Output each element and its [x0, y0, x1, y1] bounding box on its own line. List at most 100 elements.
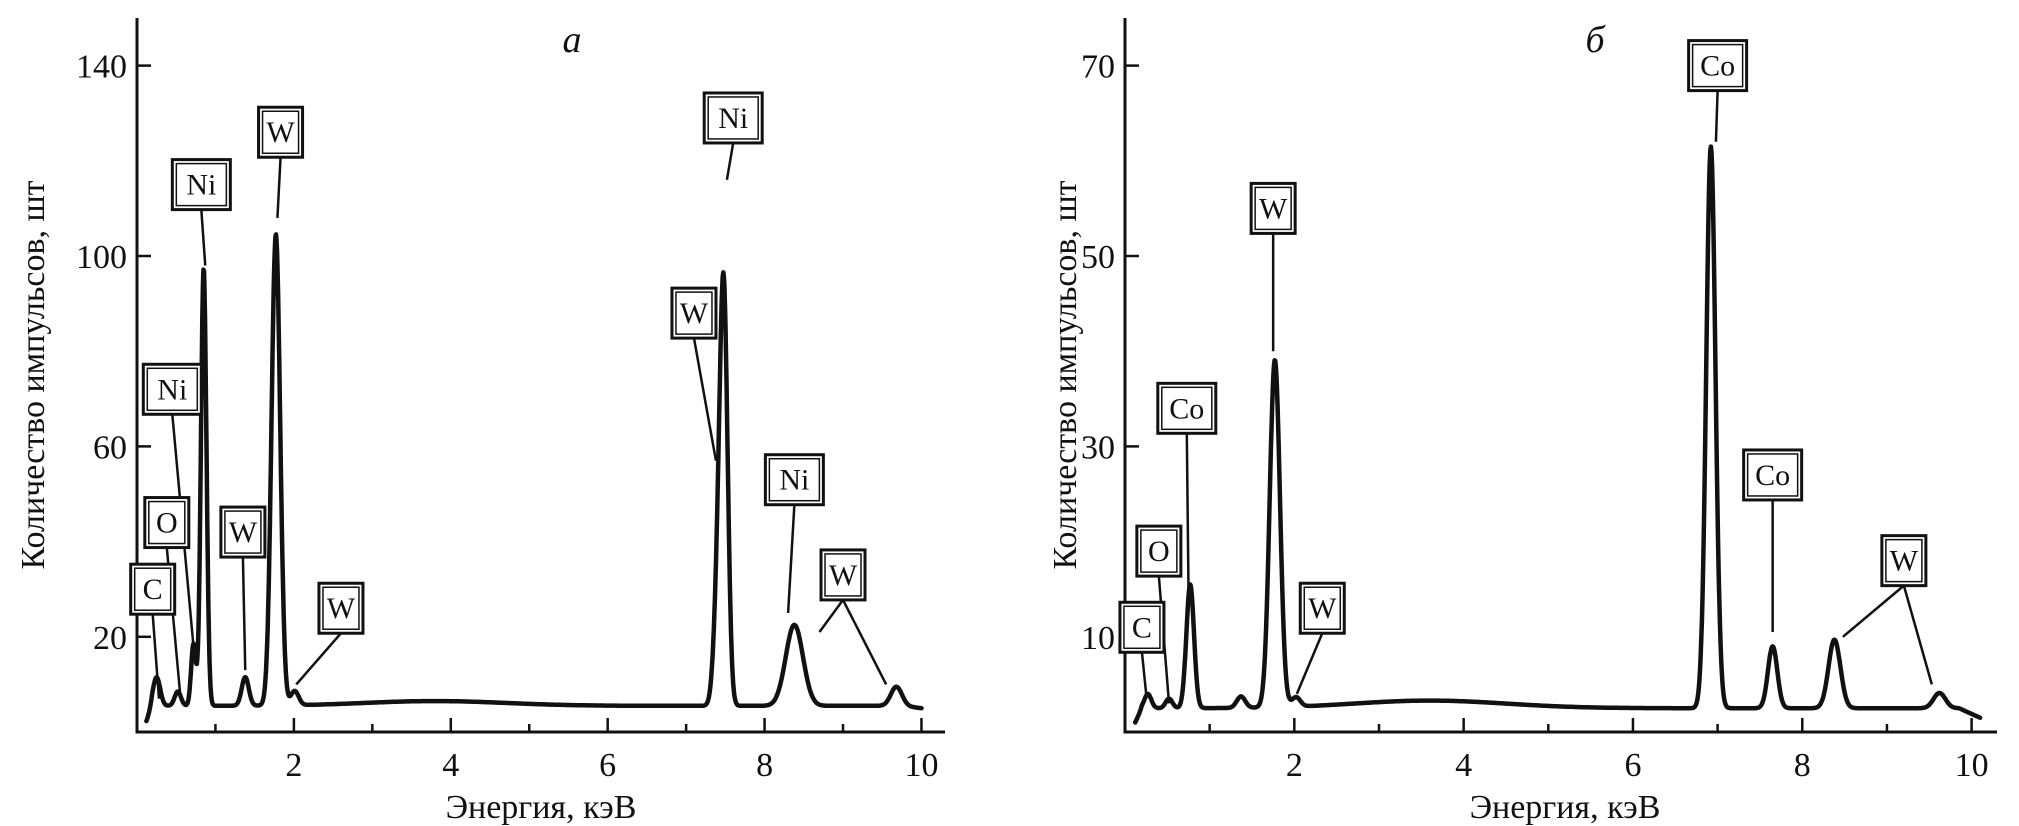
- x-tick-label: 4: [1455, 747, 1472, 784]
- annotation-label: Co: [1169, 392, 1204, 425]
- y-tick-label: 20: [93, 620, 127, 657]
- annotation-label: O: [1148, 535, 1170, 568]
- y-tick-label: 10: [1081, 620, 1115, 657]
- annotation-box: [670, 286, 718, 340]
- annotation-label: C: [1132, 611, 1152, 644]
- x-tick-label: 4: [442, 747, 459, 784]
- annotation-box-inner: [148, 500, 186, 545]
- annotation-leader: [295, 632, 342, 686]
- peak-annotation: Co: [1687, 39, 1749, 93]
- annotation-box-inner: [1161, 386, 1213, 431]
- peak-annotation: C: [129, 562, 177, 616]
- peak-annotation: Ni: [763, 453, 825, 507]
- annotation-box-inner: [133, 567, 172, 611]
- annotation-box-inner: [675, 291, 713, 335]
- annotation-box-inner: [1885, 538, 1923, 583]
- peak-annotation: O: [143, 496, 191, 550]
- annotation-box: [819, 548, 867, 602]
- spectrum-line: [144, 232, 924, 724]
- y-tick-label: 30: [1081, 429, 1115, 466]
- annotation-leader: [725, 142, 735, 181]
- annotation-label: W: [327, 592, 356, 625]
- x-tick-label: 10: [904, 747, 938, 784]
- annotation-box: [1156, 381, 1218, 435]
- annotation-leader: [786, 504, 796, 614]
- annotation-box-inner: [1140, 529, 1178, 573]
- panel-letter: б: [1585, 19, 1606, 61]
- annotation-box-inner: [322, 586, 360, 630]
- annotation-box: [1687, 39, 1749, 93]
- annotation-label: Ni: [779, 464, 809, 497]
- panel-b: 2 4 6 8 10 10 30 50 70 Энергия, кэВ Количество имп…: [1047, 18, 1997, 826]
- annotation-label: Co: [1700, 50, 1735, 83]
- annotation-label: W: [229, 516, 258, 549]
- annotation-box: [702, 91, 764, 145]
- x-tick-label: 8: [1794, 747, 1811, 784]
- peak-annotation: O: [1135, 524, 1183, 578]
- annotation-box-inner: [146, 367, 199, 412]
- annotation-label: Co: [1755, 459, 1790, 492]
- annotation-leader: [841, 599, 888, 685]
- y-tick-label: 70: [1081, 49, 1115, 86]
- annotation-box: [257, 105, 305, 159]
- annotation-box-inner: [1691, 43, 1744, 88]
- annotation-box-inner: [175, 162, 228, 207]
- annotation-box-inner: [824, 553, 862, 597]
- annotation-leader: [1842, 584, 1905, 638]
- annotation-leader: [151, 614, 161, 699]
- annotation-leader: [1185, 433, 1190, 590]
- annotation-label: W: [1308, 592, 1337, 625]
- annotation-box: [763, 453, 825, 507]
- annotation-box: [1298, 581, 1346, 635]
- peak-annotation: W: [219, 505, 267, 559]
- annotation-box: [1249, 181, 1297, 235]
- x-tick-label: 2: [1286, 747, 1303, 784]
- peak-annotation: Co: [1156, 381, 1218, 435]
- annotation-label: W: [266, 116, 295, 149]
- annotation-label: W: [829, 559, 858, 592]
- y-tick-label: 140: [76, 49, 127, 86]
- y-tick-label: 50: [1081, 239, 1115, 276]
- y-axis-label: Количество импульсов, шт: [15, 180, 52, 569]
- annotation-box: [129, 562, 177, 616]
- peak-annotation: Ni: [141, 362, 203, 416]
- annotation-leader: [1714, 90, 1719, 142]
- annotation-leader: [692, 337, 718, 461]
- peak-annotation: W: [819, 548, 867, 602]
- annotation-leader: [1295, 632, 1324, 695]
- panel-a: 2 4 6 8 10 20 60 100 140 Энергия, кэВ Количество и…: [15, 18, 945, 826]
- annotation-box-inner: [1254, 186, 1292, 231]
- annotation-box-inner: [1303, 586, 1342, 630]
- annotation-label: W: [680, 297, 709, 330]
- y-tick-label: 100: [76, 239, 127, 276]
- x-axis-label: Энергия, кэВ: [446, 789, 637, 826]
- peak-annotation: W: [257, 105, 305, 159]
- y-axis-label: Количество импульсов, шт: [1047, 180, 1084, 569]
- peak-annotation: W: [1880, 534, 1928, 588]
- annotation-leader: [1902, 585, 1934, 685]
- x-tick-label: 6: [599, 747, 616, 784]
- annotation-leader: [276, 157, 282, 218]
- annotation-leader: [1140, 652, 1148, 695]
- y-tick-label: 60: [93, 429, 127, 466]
- annotation-label: W: [1259, 192, 1288, 225]
- peak-annotation: Ni: [702, 91, 764, 145]
- x-tick-label: 6: [1624, 747, 1641, 784]
- peak-annotation: W: [317, 581, 365, 635]
- peak-annotation: W: [1298, 581, 1346, 635]
- annotation-box-inner: [768, 457, 821, 502]
- annotation-box: [170, 158, 232, 212]
- annotation-box: [317, 581, 365, 635]
- annotation-box-inner: [1746, 453, 1799, 497]
- x-tick-label: 8: [756, 747, 773, 784]
- annotation-label: O: [156, 507, 178, 540]
- annotation-label: W: [1890, 545, 1919, 578]
- annotation-box-inner: [707, 96, 759, 140]
- spectrum-line: [1132, 144, 1983, 725]
- x-axis-label: Энергия, кэВ: [1470, 789, 1661, 826]
- x-tick-label: 10: [1955, 747, 1989, 784]
- peak-annotation: W: [670, 286, 718, 340]
- annotation-box: [1742, 448, 1804, 502]
- x-tick-label: 2: [285, 747, 302, 784]
